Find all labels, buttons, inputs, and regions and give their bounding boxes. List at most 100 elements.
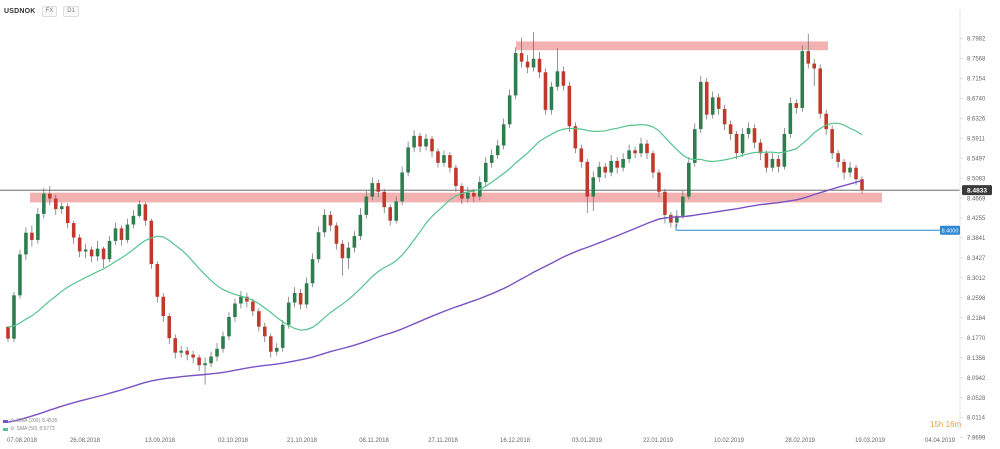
x-tick-label: 13.09.2018 [145,438,176,444]
y-tick-label: 8.1770 [967,336,986,342]
candle [125,218,130,243]
candle [788,97,793,138]
candle [370,177,375,201]
y-tick-label: 8.3012 [967,276,986,282]
sma-line-icon [3,419,8,423]
candle [95,240,100,262]
candle [657,169,661,198]
candle [107,236,112,263]
candle [173,334,178,359]
support-zone [30,192,882,203]
candle [848,161,852,178]
candle [83,243,88,259]
candle [310,253,315,288]
candle [268,333,273,358]
price-tags: 8.4833 8.4000 [940,185,992,235]
timeframe-button[interactable]: D1 [63,5,79,17]
candle [597,161,602,183]
candle [800,45,805,112]
candle [675,210,679,227]
sma200-line [7,179,863,423]
candle [251,298,255,317]
y-tick-label: 8.5497 [967,156,986,162]
candle [746,122,751,139]
candle [818,64,822,119]
candle [812,58,817,86]
candle [71,220,76,244]
y-tick-label: 8.7568 [967,57,986,63]
y-tick-label: 8.5911 [967,136,986,142]
level-price-tag[interactable]: 8.4000 [940,225,960,235]
candle [280,319,285,352]
x-tick-label: 19.03.2019 [855,438,886,444]
candle [322,209,327,238]
candle [274,343,279,356]
candle [185,346,189,361]
candle [161,292,166,322]
mode-button[interactable]: FX [41,5,58,17]
candle [758,138,763,160]
candle [483,157,488,186]
candle [197,354,201,371]
candle [531,31,536,72]
candle [639,137,643,158]
candle [794,99,799,114]
candle [704,78,709,120]
candle [860,176,864,194]
candle [36,208,40,244]
candle [101,246,106,268]
candle [615,157,619,174]
candle [227,312,231,341]
y-tick-label: 8.7154 [967,77,986,83]
resistance-zone [516,41,828,51]
indicator-value: 8.4535 [42,418,58,424]
candle [48,185,52,206]
candle [698,76,703,133]
candle [364,190,369,219]
candle [537,52,542,79]
y-tick-label: 8.3841 [967,236,986,242]
settings-icon[interactable]: ⚙ [10,418,15,424]
candle [513,47,518,100]
chart-toolbar: USDNOK FX D1 [4,4,79,18]
candle [179,345,183,358]
symbol-label[interactable]: USDNOK [4,7,36,15]
candle [334,222,339,250]
candle [304,277,309,309]
candle [687,157,691,200]
candle [442,150,446,167]
candle [65,203,70,229]
candle [466,186,470,203]
candle [489,149,494,168]
indicator-sma200[interactable]: ⚙ SMA (200) 8.4535 [3,418,57,424]
candle [18,249,22,299]
candle [263,322,267,343]
y-tick-label: 8.6740 [967,97,986,103]
candle [239,291,243,309]
candle [555,48,560,91]
candle [430,135,434,158]
candle [424,133,428,151]
candle [394,196,398,224]
candle [358,208,363,240]
candle [836,150,840,168]
y-tick-label: 8.0942 [967,376,986,382]
svg-text:8.4000: 8.4000 [942,228,959,234]
settings-icon[interactable]: ⚙ [10,426,15,432]
candle [376,179,381,198]
x-tick-label: 21.10.2018 [287,438,318,444]
candle [131,210,136,229]
indicator-sma50[interactable]: ⚙ SMA (50) 8.5773 [3,426,55,432]
last-price-tag[interactable]: 8.4833 [962,185,992,196]
y-tick-label: 8.6326 [967,116,986,122]
candle [722,105,727,131]
x-tick-label: 22.01.2019 [643,438,674,444]
candle [6,326,10,343]
y-tick-label: 8.2184 [967,316,986,322]
sma50-line [7,122,863,331]
candle [507,89,512,129]
x-axis: 07.08.2018 26.08.2018 13.09.2018 02.10.2018… [7,438,956,444]
candle [12,291,16,343]
candle [382,188,387,213]
